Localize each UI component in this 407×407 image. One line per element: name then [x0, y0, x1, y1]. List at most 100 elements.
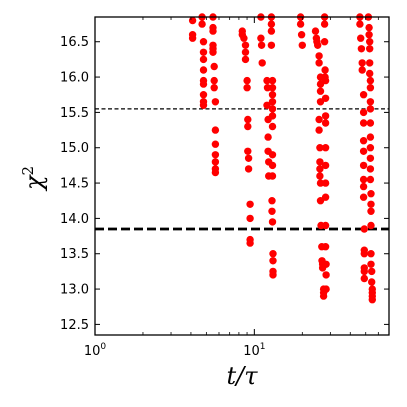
data-point [322, 260, 330, 268]
data-point [257, 41, 266, 49]
data-point [243, 76, 251, 85]
data-point [321, 243, 330, 251]
y-tick-label: 16.5 [60, 35, 89, 50]
data-point [359, 137, 368, 145]
data-point [199, 38, 208, 46]
data-point [321, 161, 330, 170]
data-point [366, 133, 375, 141]
data-point [209, 27, 217, 35]
data-point [368, 267, 376, 276]
data-point [268, 122, 277, 131]
reference-lines [95, 108, 389, 231]
data-point [243, 84, 251, 92]
data-point [267, 20, 276, 28]
data-point [240, 34, 248, 42]
x-axis-label: t/τ [226, 362, 258, 390]
data-point [368, 296, 376, 304]
data-point [365, 31, 373, 39]
y-tick-label: 16.0 [60, 71, 89, 86]
data-point [199, 91, 208, 99]
data-point [244, 147, 252, 155]
data-point [246, 239, 254, 247]
y-axis-label-superscript: 2 [19, 166, 37, 176]
x-tick-label: 100 [84, 342, 107, 359]
data-point [188, 16, 197, 25]
data-point [199, 48, 208, 56]
data-point [199, 55, 208, 64]
data-point [268, 218, 277, 226]
data-points [188, 13, 376, 304]
data-point [211, 98, 220, 106]
data-point [316, 158, 324, 166]
data-point [199, 66, 208, 74]
data-point [211, 126, 220, 134]
y-axis-label: χ2 [19, 166, 48, 192]
data-point [268, 197, 276, 205]
data-point [199, 80, 208, 88]
data-point [268, 91, 277, 99]
data-point [268, 98, 277, 106]
data-point [366, 98, 375, 106]
data-point [315, 52, 323, 60]
data-point [367, 260, 375, 268]
data-point [360, 267, 368, 276]
data-point [268, 112, 277, 120]
data-point [359, 108, 368, 117]
data-point [321, 221, 330, 230]
y-tick-label: 14.0 [60, 212, 89, 227]
data-point [367, 221, 375, 230]
data-point [211, 158, 220, 166]
data-point [316, 172, 324, 180]
data-point [244, 154, 253, 162]
data-point [321, 119, 330, 127]
data-point [357, 45, 366, 53]
data-point [241, 41, 250, 49]
plot-frame [94, 16, 390, 336]
data-point [268, 207, 276, 215]
data-point [360, 274, 368, 283]
y-tick-label: 12.5 [60, 318, 89, 333]
data-point [198, 20, 206, 28]
data-point [320, 38, 329, 46]
y-axis-label-base: χ [20, 174, 48, 192]
data-point [359, 147, 368, 155]
data-point [269, 257, 277, 265]
data-point [321, 112, 330, 120]
data-point [321, 144, 330, 152]
data-point [267, 41, 276, 49]
data-point [315, 59, 323, 67]
data-point [241, 55, 250, 64]
data-point [366, 144, 375, 152]
data-point [264, 133, 272, 141]
x-tick-label-exponent: 0 [100, 342, 106, 352]
y-tick-label: 15.0 [60, 141, 89, 156]
data-point [268, 161, 277, 170]
data-point [359, 193, 368, 201]
data-point [263, 76, 271, 85]
data-point [211, 168, 220, 177]
data-point [321, 193, 330, 201]
data-point [296, 20, 305, 28]
data-point [366, 165, 375, 173]
data-point [366, 84, 375, 92]
data-point [188, 34, 197, 42]
data-point [241, 48, 250, 56]
data-point [210, 62, 218, 71]
data-point [321, 66, 329, 74]
data-point [314, 41, 322, 49]
data-point [367, 200, 375, 208]
data-point [356, 20, 364, 28]
data-point [366, 59, 374, 67]
data-point [359, 182, 368, 191]
data-point [321, 179, 330, 187]
data-point [244, 165, 253, 173]
data-point [210, 84, 218, 92]
data-point [366, 175, 375, 184]
data-point [258, 59, 266, 67]
data-point [297, 31, 306, 39]
data-point [322, 285, 330, 293]
data-point [316, 87, 325, 95]
data-point [358, 66, 366, 74]
